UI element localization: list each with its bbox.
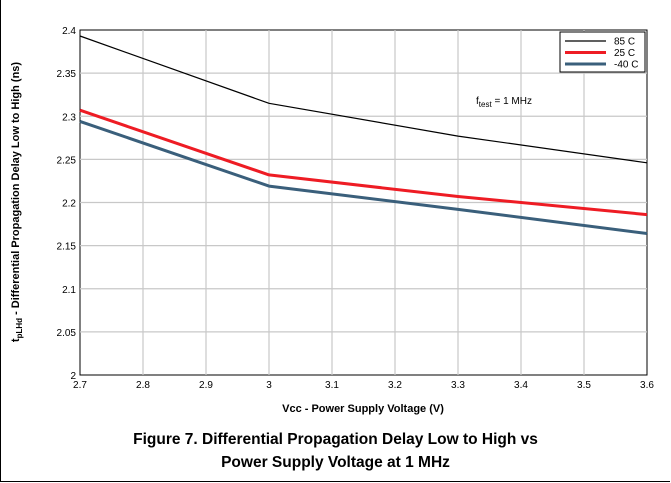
x-tick-label: 3.3 (451, 380, 465, 391)
legend-label-0: 85 C (614, 37, 635, 48)
x-tick-label: 2.9 (199, 380, 213, 391)
y-tick-label: 2.2 (62, 199, 76, 210)
series-line-0 (79, 35, 648, 164)
y-tick-labels: 2 2.05 2.1 2.15 2.2 2.25 2.3 2.35 2.4 (57, 26, 77, 382)
legend-label-2: -40 C (614, 60, 638, 71)
chart: 2.7 2.8 2.9 3 3.1 3.2 3.3 3.4 3.5 3.6 2 2.05 2.1 2.1… (10, 26, 654, 415)
grid (80, 30, 647, 375)
y-axis-title: tpLHd - Differential Propagation Delay L… (10, 62, 24, 343)
x-tick-label: 3.6 (640, 380, 654, 391)
annotation-main: f (476, 96, 479, 107)
y-tick-label: 2.35 (57, 69, 77, 80)
y-axis-title-rest: - Differential Propagation Delay Low to … (10, 62, 22, 318)
y-tick-label: 2.1 (62, 285, 76, 296)
series-line-2 (79, 119, 648, 235)
annotation-sub: test (479, 100, 493, 109)
x-tick-label: 3.2 (388, 380, 402, 391)
x-tick-label: 3.1 (325, 380, 339, 391)
y-tick-label: 2.05 (57, 328, 77, 339)
x-tick-label: 3 (266, 380, 272, 391)
y-tick-label: 2.15 (57, 242, 77, 253)
frequency-annotation: ftest = 1 MHz (476, 96, 532, 109)
x-tick-labels: 2.7 2.8 2.9 3 3.1 3.2 3.3 3.4 3.5 3.6 (73, 380, 654, 391)
x-tick-label: 3.5 (577, 380, 591, 391)
series-lines (79, 35, 648, 235)
x-tick-label: 3.4 (514, 380, 528, 391)
annotation-rest: = 1 MHz (492, 96, 532, 107)
caption-line-2: Power Supply Voltage at 1 MHz (221, 454, 450, 471)
x-tick-label: 2.8 (136, 380, 150, 391)
legend-label-1: 25 C (614, 48, 635, 59)
x-axis-title: Vcc - Power Supply Voltage (V) (282, 403, 444, 415)
caption-line-1: Figure 7. Differential Propagation Delay… (133, 431, 538, 448)
y-tick-label: 2.3 (62, 112, 76, 123)
legend: 85 C25 C-40 C (559, 31, 646, 73)
y-tick-label: 2.4 (62, 26, 76, 37)
y-tick-label: 2.25 (57, 155, 77, 166)
y-tick-label: 2 (70, 371, 76, 382)
y-axis-title-sub: pLHd (15, 318, 24, 339)
x-tick-label: 2.7 (73, 380, 87, 391)
series-line-1 (79, 108, 648, 217)
y-axis-title-main: t (10, 338, 22, 342)
